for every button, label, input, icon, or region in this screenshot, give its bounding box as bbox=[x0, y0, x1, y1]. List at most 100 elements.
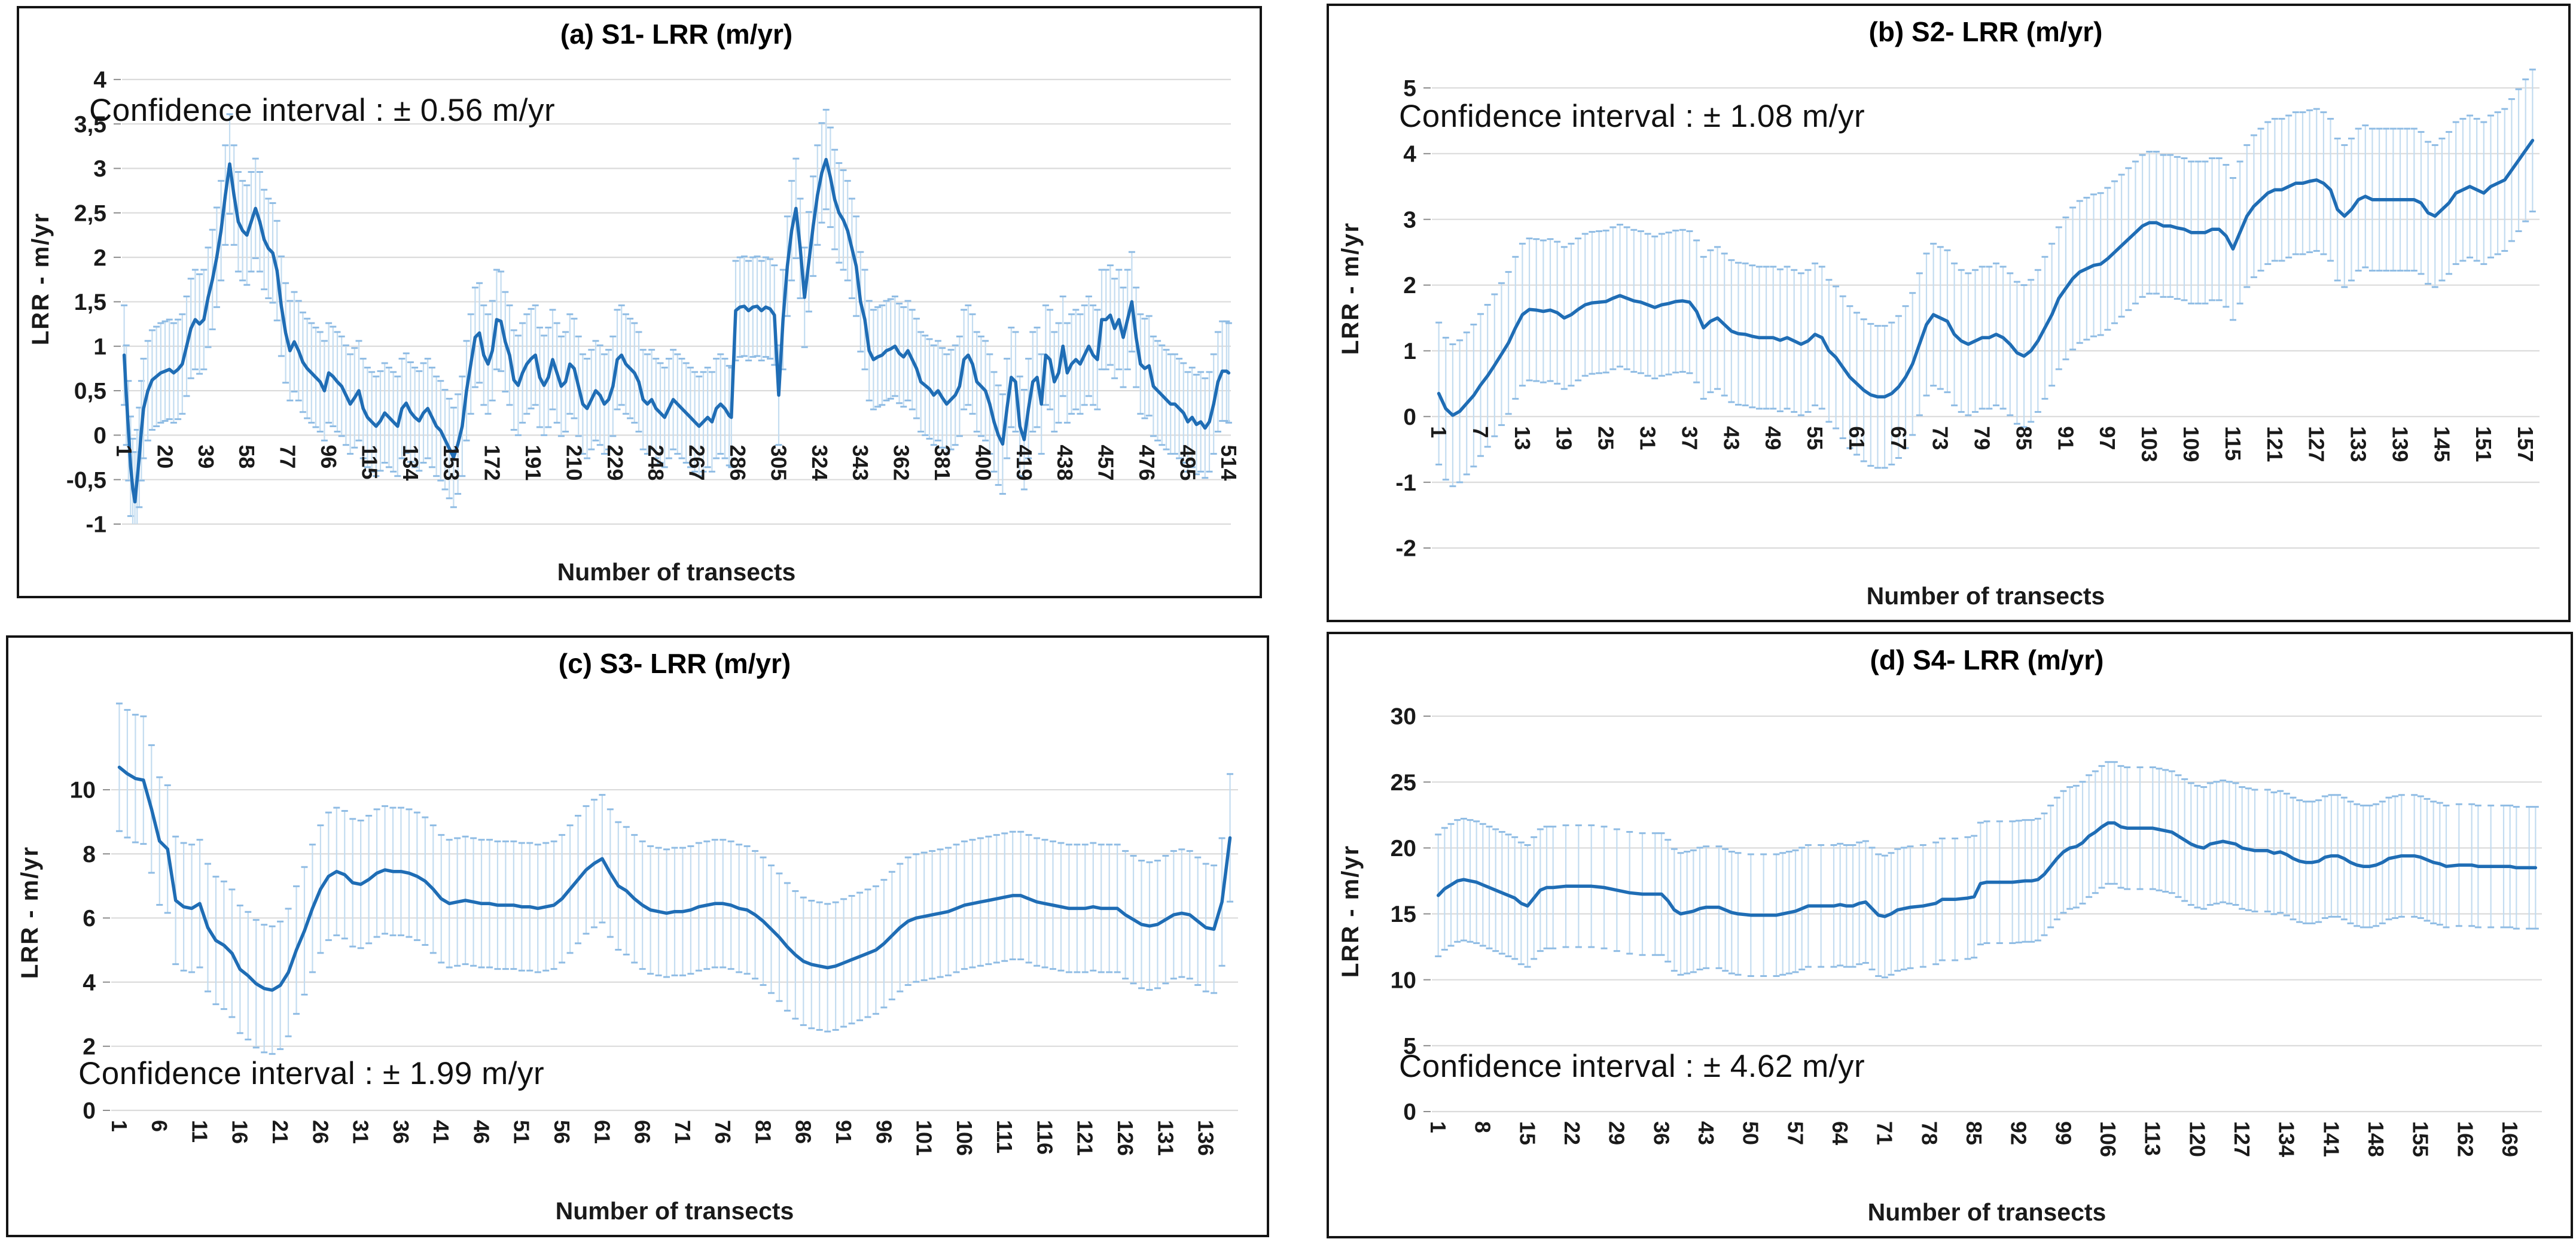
x-tick-label: 210 bbox=[562, 445, 586, 480]
y-tick-labels: 5 4 3 2 1 0 -1 -2 bbox=[1395, 76, 1416, 562]
confidence-interval-text-b: Confidence interval : ± 1.08 m/yr bbox=[1399, 98, 1865, 134]
x-tick-label: 155 bbox=[2409, 1121, 2433, 1157]
y-tick-label: 8 bbox=[83, 842, 96, 867]
confidence-interval-text-a: Confidence interval : ± 0.56 m/yr bbox=[89, 93, 556, 129]
x-tick-label: 91 bbox=[831, 1120, 856, 1144]
x-tick-label: 58 bbox=[234, 445, 259, 468]
y-tick-label: 5 bbox=[1403, 1033, 1416, 1059]
x-tick-label: 286 bbox=[725, 445, 750, 480]
x-tick-label: 400 bbox=[971, 445, 995, 480]
x-tick-label: 113 bbox=[2141, 1121, 2165, 1156]
x-tick-label: 162 bbox=[2453, 1121, 2477, 1157]
x-tick-label: 86 bbox=[791, 1120, 816, 1144]
x-tick-label: 1 bbox=[112, 445, 136, 456]
x-tick-label: 41 bbox=[429, 1120, 453, 1144]
x-tick-label: 56 bbox=[550, 1120, 574, 1144]
x-tick-label: 85 bbox=[1962, 1121, 1986, 1145]
x-tick-label: 305 bbox=[766, 445, 791, 480]
gridlines bbox=[1423, 87, 2540, 549]
y-tick-label: 1 bbox=[93, 334, 106, 360]
x-tick-label: 20 bbox=[153, 445, 177, 468]
panel-d-s4: (d) S4- LRR (m/yr) LRR - m/yr 30 25 20 15 10… bbox=[1327, 632, 2573, 1238]
y-tick-label: 0 bbox=[83, 1098, 96, 1124]
x-tick-label: 153 bbox=[439, 445, 464, 480]
y-tick-label: 0 bbox=[1403, 1100, 1416, 1125]
x-tick-label: 78 bbox=[1917, 1121, 1941, 1145]
x-tick-label: 419 bbox=[1012, 445, 1037, 480]
x-axis-label-d: Number of transects bbox=[1867, 1198, 2106, 1226]
x-tick-label: 495 bbox=[1175, 445, 1200, 480]
x-tick-label: 51 bbox=[510, 1120, 534, 1144]
y-tick-label: -2 bbox=[1395, 536, 1416, 562]
series-line bbox=[117, 765, 1232, 992]
x-tick-label: 476 bbox=[1135, 445, 1159, 480]
x-tick-label: 31 bbox=[349, 1120, 373, 1144]
y-tick-label: 2 bbox=[93, 245, 106, 271]
y-tick-label: 1,5 bbox=[74, 290, 106, 315]
x-tick-label: 381 bbox=[930, 445, 955, 480]
series-line bbox=[1437, 139, 2535, 417]
x-tick-label: 145 bbox=[2429, 426, 2454, 462]
x-tick-label: 37 bbox=[1677, 426, 1702, 450]
x-tick-label: 127 bbox=[2304, 426, 2329, 462]
confidence-interval-text-d: Confidence interval : ± 4.62 m/yr bbox=[1399, 1048, 1865, 1084]
y-tick-labels: 10 8 6 4 2 0 bbox=[70, 778, 96, 1124]
x-tick-label: 15 bbox=[1515, 1121, 1539, 1145]
y-tick-label: -1 bbox=[1395, 470, 1416, 496]
x-tick-label: 49 bbox=[1761, 426, 1785, 450]
x-tick-label: 8 bbox=[1471, 1121, 1495, 1133]
x-tick-labels: 1 6 11 16 21 26 31 36 41 46 51 56 61 66 71 76 81 86 91 96 10… bbox=[107, 1120, 1218, 1156]
x-tick-label: 61 bbox=[590, 1120, 614, 1144]
x-tick-label: 134 bbox=[398, 445, 423, 480]
y-tick-label: 1 bbox=[1403, 339, 1416, 364]
x-tick-label: 172 bbox=[480, 445, 505, 480]
x-tick-label: 169 bbox=[2498, 1121, 2522, 1157]
x-tick-label: 85 bbox=[2012, 426, 2037, 450]
x-tick-label: 151 bbox=[2471, 426, 2496, 462]
error-bars bbox=[1435, 761, 2539, 979]
x-tick-label: 438 bbox=[1053, 445, 1077, 480]
y-tick-label: 3 bbox=[1403, 207, 1416, 233]
x-tick-label: 267 bbox=[685, 445, 709, 480]
y-tick-label: 3 bbox=[93, 156, 106, 182]
x-tick-label: 1 bbox=[1426, 1121, 1450, 1133]
x-tick-label: 36 bbox=[389, 1120, 413, 1144]
x-tick-label: 29 bbox=[1605, 1121, 1629, 1145]
x-tick-label: 81 bbox=[751, 1120, 775, 1144]
x-tick-label: 67 bbox=[1886, 426, 1911, 450]
x-tick-label: 91 bbox=[2053, 426, 2078, 450]
x-tick-label: 136 bbox=[1194, 1120, 1218, 1156]
x-tick-label: 343 bbox=[848, 445, 873, 480]
x-tick-label: 96 bbox=[316, 445, 341, 468]
x-tick-label: 46 bbox=[469, 1120, 493, 1144]
x-tick-label: 134 bbox=[2275, 1121, 2299, 1157]
y-tick-label: -0,5 bbox=[66, 467, 106, 493]
x-tick-label: 36 bbox=[1649, 1121, 1673, 1145]
y-tick-label: 3,5 bbox=[74, 112, 106, 138]
x-axis-label-b: Number of transects bbox=[1866, 582, 2105, 610]
chart-title-a: (a) S1- LRR (m/yr) bbox=[560, 19, 793, 50]
x-tick-label: 1 bbox=[107, 1120, 132, 1132]
x-tick-label: 121 bbox=[2263, 426, 2287, 462]
y-tick-label: 0,5 bbox=[74, 379, 106, 404]
panel-c-s3: (c) S3- LRR (m/yr) LRR - m/yr 10 8 6 4 2 0 1 6 1… bbox=[6, 635, 1269, 1237]
x-tick-labels: 1 8 15 22 29 36 43 50 57 64 71 78 85 92 99 106 113 120 127… bbox=[1426, 1121, 2522, 1157]
x-tick-label: 76 bbox=[711, 1120, 735, 1144]
chart-title-d: (d) S4- LRR (m/yr) bbox=[1870, 644, 2104, 675]
panel-a-s1: (a) S1- LRR (m/yr) LRR - m/yr 4 3,5 3 2,5 2 1… bbox=[17, 6, 1262, 598]
x-tick-label: 120 bbox=[2185, 1121, 2209, 1157]
x-tick-labels: 1 20 39 58 77 96 115 134 153 172 191 210 229 248 267 28… bbox=[112, 445, 1241, 480]
x-tick-label: 1 bbox=[1426, 426, 1451, 438]
x-tick-label: 61 bbox=[1845, 426, 1869, 450]
x-tick-label: 514 bbox=[1217, 445, 1241, 480]
x-tick-label: 115 bbox=[2221, 426, 2245, 461]
x-tick-label: 133 bbox=[2346, 426, 2371, 462]
panel-b-s2: (b) S2- LRR (m/yr) LRR - m/yr 5 4 3 2 1 0 -1 -2… bbox=[1327, 4, 2571, 622]
x-tick-label: 101 bbox=[912, 1120, 937, 1156]
x-tick-label: 127 bbox=[2230, 1121, 2254, 1157]
x-tick-label: 116 bbox=[1032, 1120, 1057, 1155]
y-tick-label: 5 bbox=[1403, 76, 1416, 102]
